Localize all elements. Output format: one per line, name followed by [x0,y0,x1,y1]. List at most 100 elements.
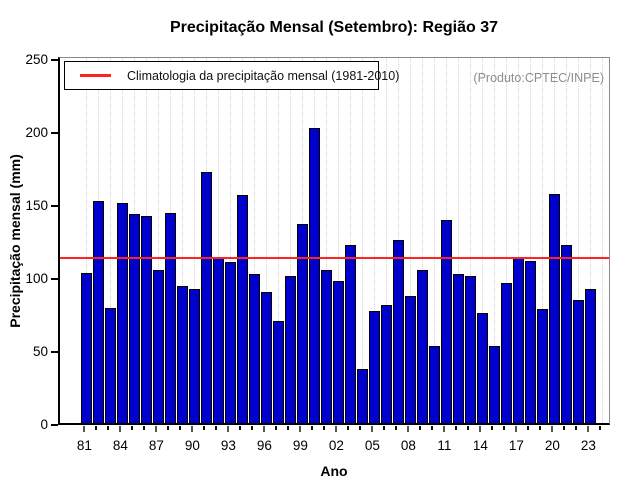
x-axis-tick [143,426,146,430]
x-axis-tick [155,426,158,432]
x-axis-tick [131,426,134,430]
bar-1989 [176,286,188,423]
x-axis-tick [287,426,290,430]
bar-2009 [416,270,428,423]
x-axis-tick [335,426,338,432]
x-axis-tick [119,426,122,432]
bar-1997 [272,321,284,423]
x-axis-tick [431,426,434,430]
bar-1993 [224,262,236,423]
x-axis-tick [539,426,542,430]
x-axis-tick-label: 17 [508,438,524,453]
gridline [182,58,184,423]
gridline [482,58,484,423]
gridline [278,58,280,423]
x-axis-tick [95,426,98,430]
x-axis-tick [587,426,590,432]
x-axis-tick [479,426,482,432]
bar-1992 [212,257,224,423]
gridline [518,58,520,423]
bar-2016 [500,283,512,423]
x-axis-tick [395,426,398,430]
y-axis-tick-label: 0 [40,417,48,432]
x-axis-tick-label: 14 [472,438,488,453]
x-axis-tick [443,426,446,432]
bar-1999 [296,224,308,423]
x-axis-tick [515,426,518,432]
x-axis-tick-label: 20 [544,438,560,453]
gridline [158,58,160,423]
bar-2008 [404,296,416,423]
x-axis-tick [227,426,230,432]
x-axis-tick [527,426,530,430]
bar-2020 [548,194,560,423]
y-axis-tick [51,59,58,61]
gridline [434,58,436,423]
x-axis-tick [83,426,86,432]
bar-2015 [488,346,500,423]
bar-2018 [524,261,536,423]
plot-area: Climatologia da precipitação mensal (198… [58,57,610,425]
bar-2010 [428,346,440,423]
bar-1983 [104,308,116,423]
x-axis-tick-label: 90 [184,438,200,453]
legend-label: Climatologia da precipitação mensal (198… [127,68,400,83]
gridline [542,58,544,423]
gridline [218,58,220,423]
bar-1994 [236,195,248,423]
x-axis-tick-label: 05 [364,438,380,453]
y-axis-tick [51,278,58,280]
gridline [230,58,232,423]
x-axis-tick-label: 02 [328,438,344,453]
bar-2022 [572,300,584,423]
legend-line-swatch [80,74,111,77]
bar-1990 [188,289,200,423]
gridline [290,58,292,423]
x-axis-tick-label: 84 [112,438,128,453]
gridline [422,58,424,423]
bar-1998 [284,276,296,423]
x-axis-tick [263,426,266,432]
x-axis-tick [419,426,422,430]
gridline [386,58,388,423]
gridline [410,58,412,423]
bar-2000 [308,128,320,423]
x-axis-tick [347,426,350,430]
y-axis-tick [51,132,58,134]
bar-2002 [332,281,344,423]
gridline [266,58,268,423]
gridline [506,58,508,423]
x-axis-tick [575,426,578,430]
gridline [254,58,256,423]
bar-2021 [560,245,572,423]
x-axis-tick [203,426,206,430]
x-axis-tick [215,426,218,430]
gridline [602,58,604,423]
chart-title: Precipitação Mensal (Setembro): Região 3… [169,19,499,36]
bar-1996 [260,292,272,423]
gridline [566,58,568,423]
bar-2003 [344,245,356,423]
gridline [590,58,592,423]
bar-1988 [164,213,176,423]
x-axis-tick-label: 11 [437,438,452,453]
legend-box: Climatologia da precipitação mensal (198… [64,61,399,90]
y-axis-tick [51,205,58,207]
x-axis-tick [383,426,386,430]
x-axis-tick-label: 99 [292,438,308,453]
gridline [338,58,340,423]
x-axis-tick-label: 87 [148,438,164,453]
y-axis-tick-label: 250 [25,52,48,67]
bar-2004 [356,369,368,423]
y-axis-tick-label: 200 [25,125,48,140]
x-axis-tick [359,426,362,430]
x-axis-tick [191,426,194,432]
x-axis-tick [455,426,458,430]
x-axis-tick-label: 96 [256,438,272,453]
x-axis-tick [407,426,410,432]
x-axis-tick [563,426,566,430]
x-axis-tick [167,426,170,430]
bar-1987 [152,270,164,423]
bar-2017 [512,257,524,423]
bar-1986 [140,216,152,423]
